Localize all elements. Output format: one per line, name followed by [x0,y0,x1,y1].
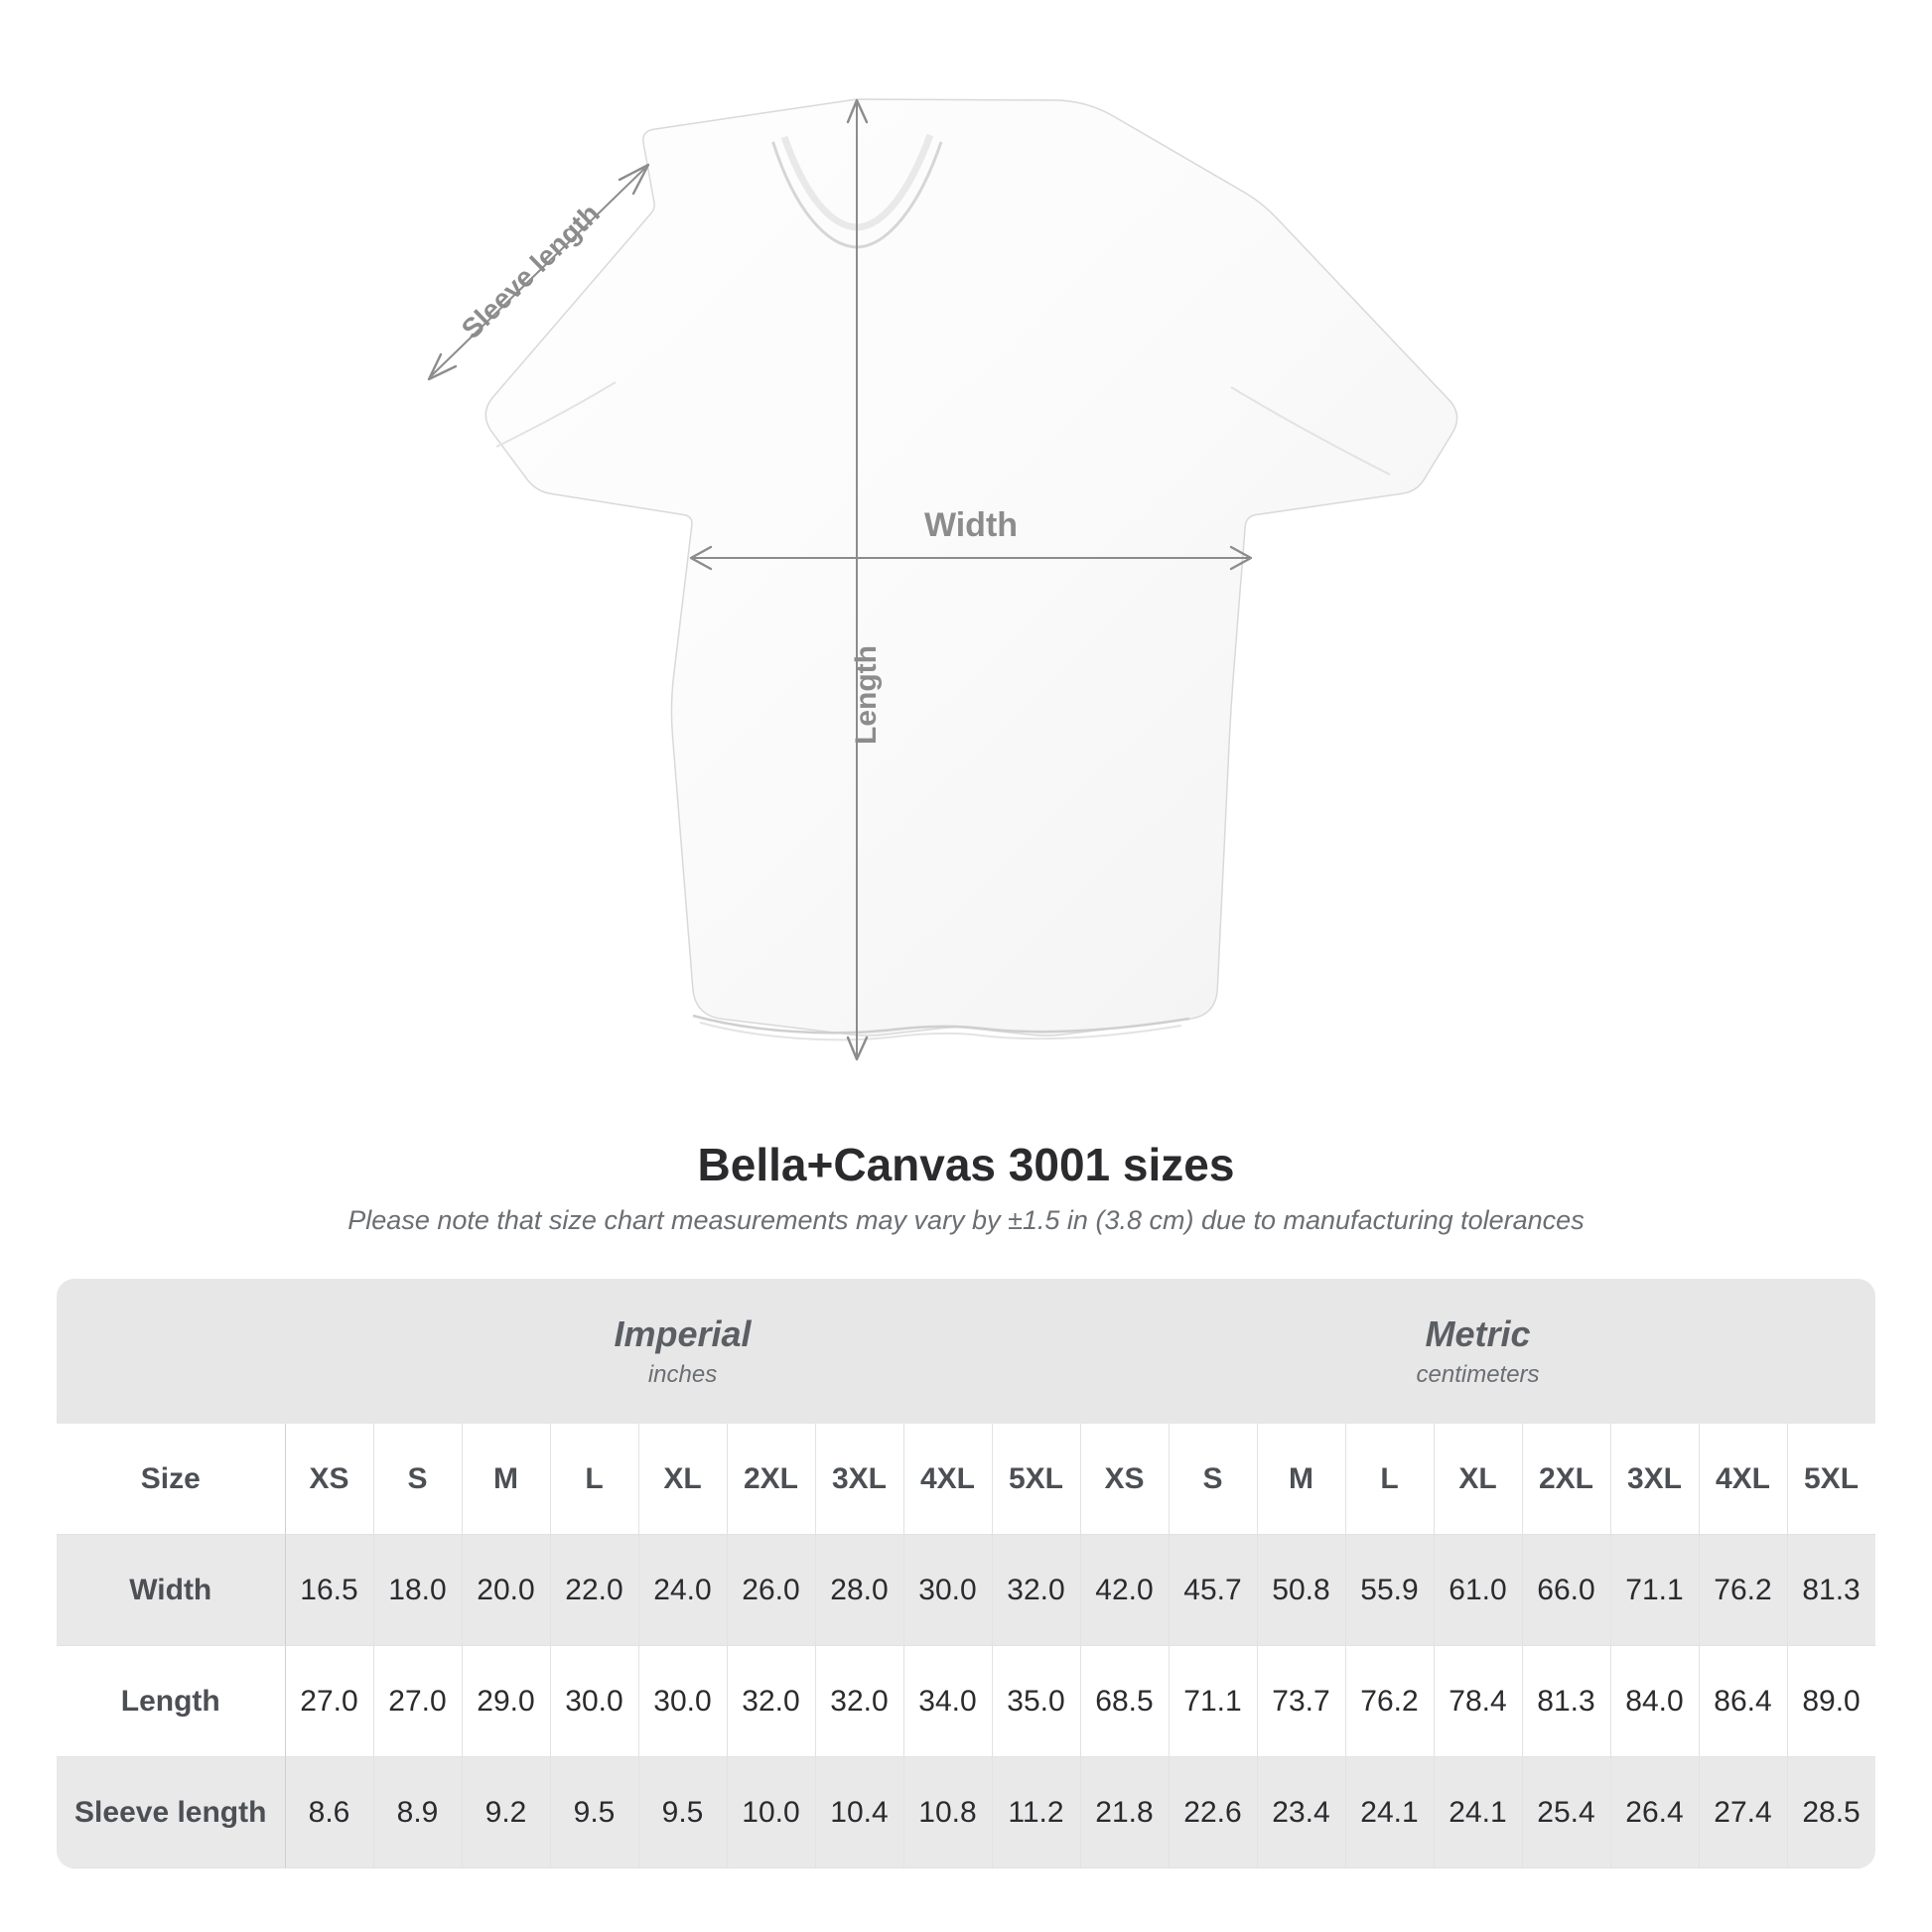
svg-text:Width: Width [924,506,1018,544]
svg-text:Length: Length [850,645,883,745]
